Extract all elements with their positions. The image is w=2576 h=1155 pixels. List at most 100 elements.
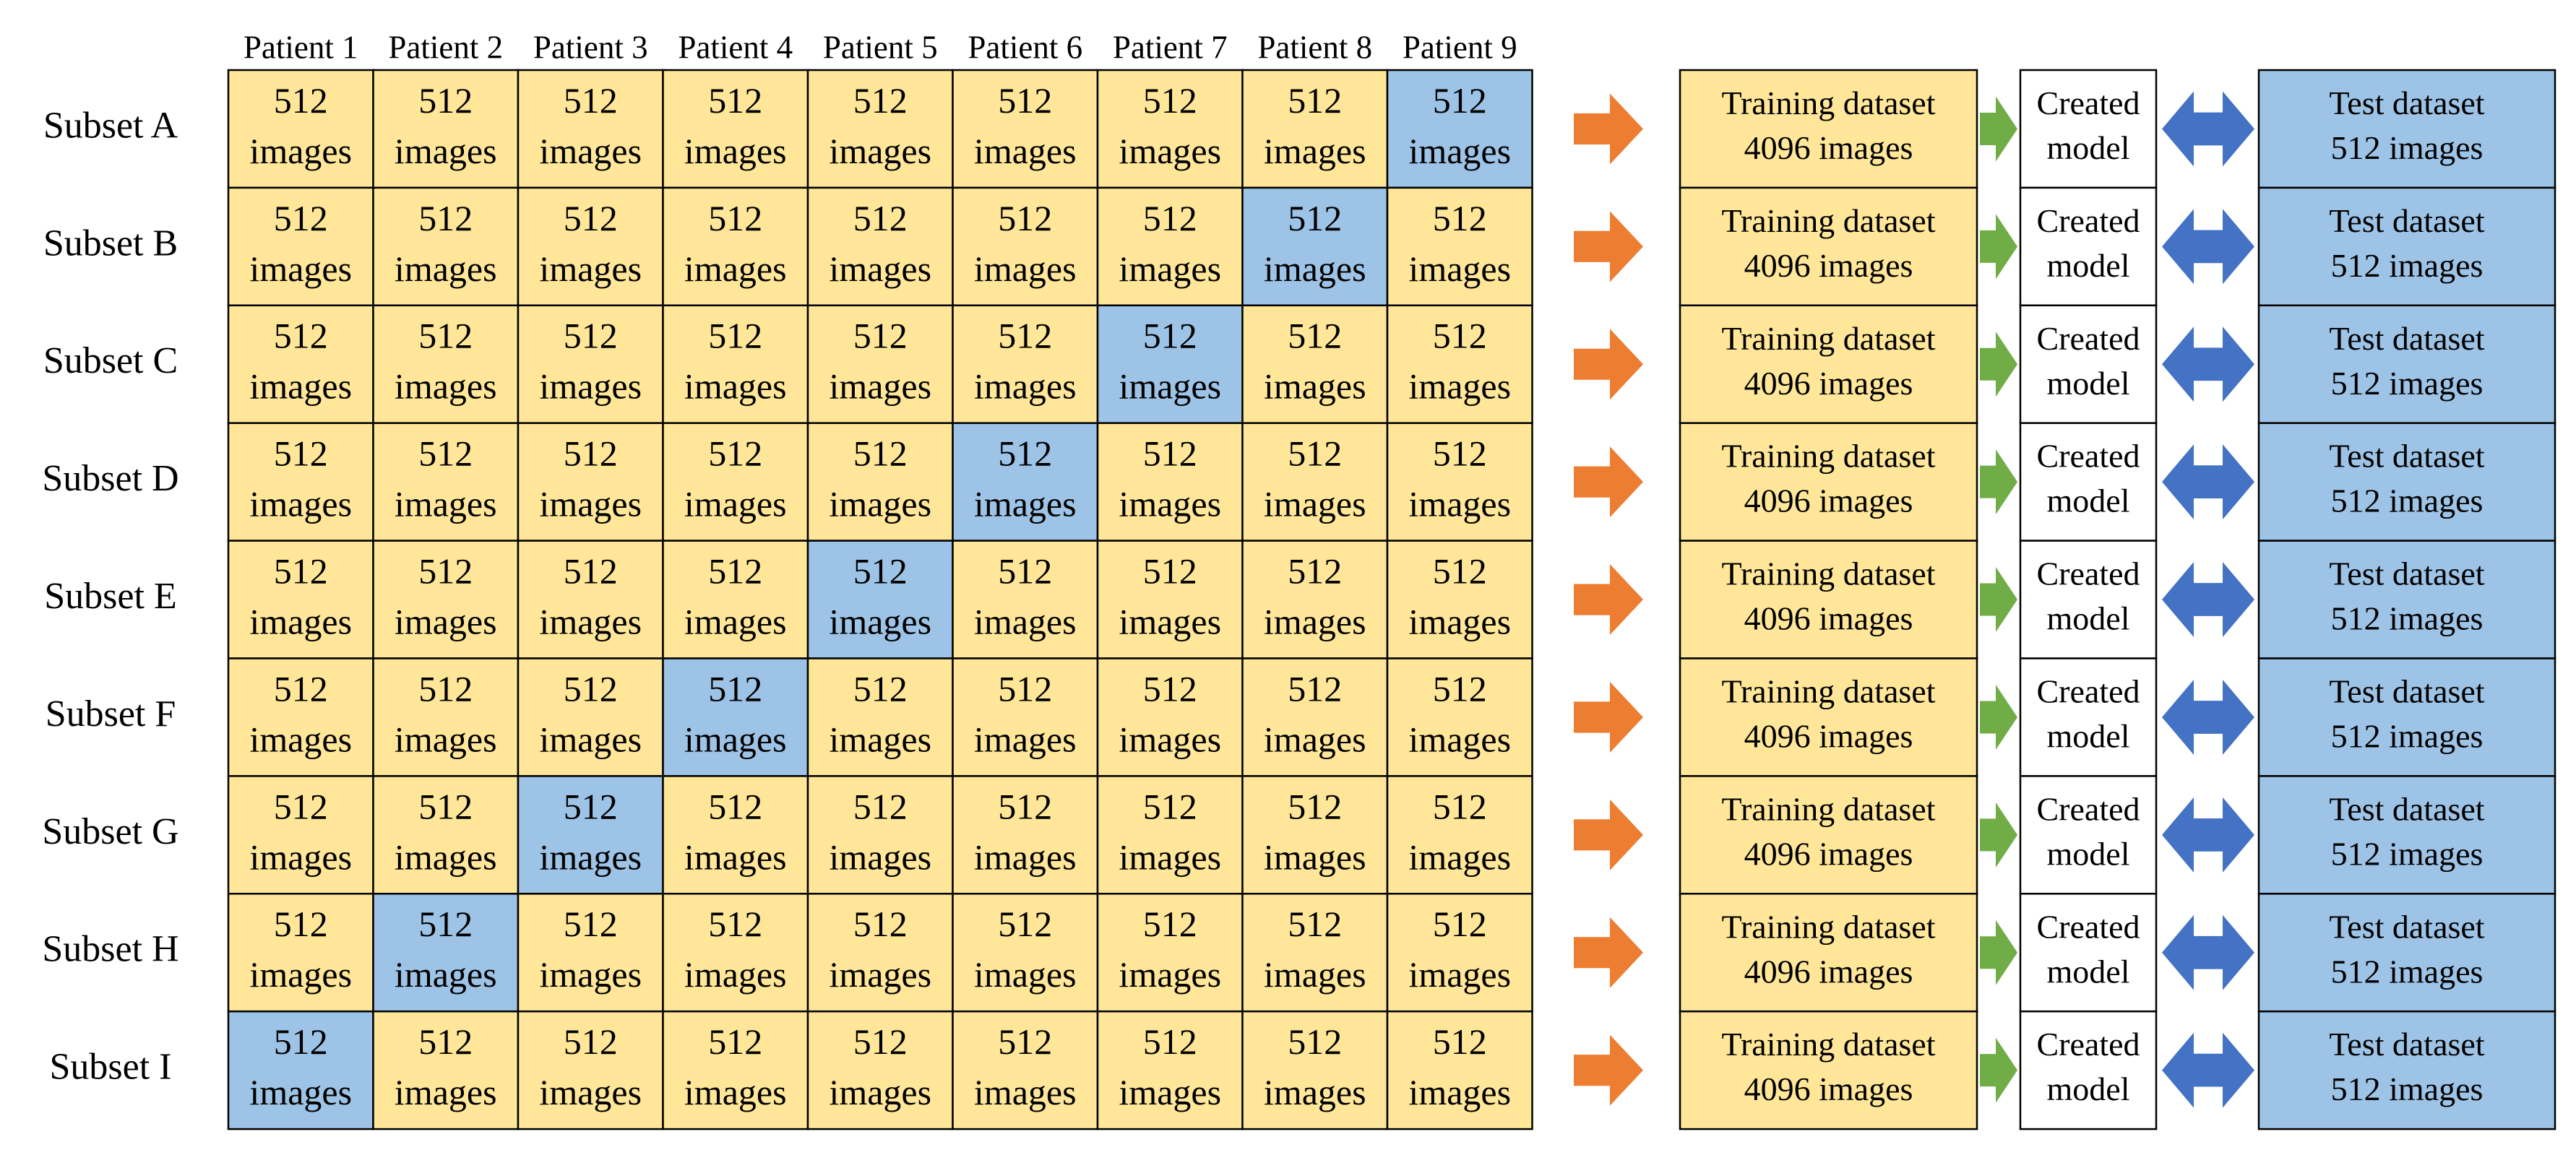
cell-count: 512: [853, 551, 908, 592]
patient-header-row: Patient 1 Patient 2 Patient 3 Patient 4 Pati…: [244, 29, 1517, 65]
cell-unit: images: [1119, 366, 1221, 407]
cell-background: [1096, 657, 1244, 777]
cell-unit: images: [395, 1072, 497, 1112]
double-arrow-icon: [2162, 562, 2254, 638]
cell-count: 512: [418, 198, 473, 238]
cell-background: [227, 1010, 374, 1130]
training-patient-cell: 512 images: [952, 186, 1099, 307]
patient-header-label: Patient 7: [1113, 29, 1228, 65]
cell-background: [227, 657, 374, 777]
cell-count: 512: [998, 786, 1052, 826]
training-patient-cell: 512 images: [952, 775, 1099, 895]
created-model-label-line2: model: [2047, 365, 2130, 402]
test-dataset-count: 512 images: [2331, 953, 2484, 990]
cell-count: 512: [998, 904, 1052, 944]
cell-unit: images: [249, 1072, 352, 1112]
cell-unit: images: [684, 719, 787, 759]
created-model-label-line2: model: [2047, 718, 2130, 755]
cell-unit: images: [684, 602, 787, 642]
training-patient-cell: 512 images: [952, 893, 1099, 1013]
training-patient-cell: 512 images: [1096, 69, 1244, 189]
cell-unit: images: [1119, 836, 1221, 877]
training-patient-cell: 512 images: [1096, 540, 1244, 659]
created-model-box: [2019, 304, 2158, 424]
patient-header-label: Patient 8: [1257, 29, 1372, 65]
cell-count: 512: [1433, 668, 1487, 709]
cell-unit: images: [974, 366, 1077, 407]
cell-unit: images: [539, 484, 642, 524]
created-model-label-line2: model: [2047, 600, 2130, 637]
cell-unit: images: [249, 836, 352, 877]
training-patient-cell: 512 images: [662, 1010, 809, 1130]
cell-background: [517, 775, 664, 895]
cell-unit: images: [974, 954, 1077, 995]
test-dataset-box: [2257, 775, 2556, 895]
cell-unit: images: [1119, 719, 1221, 759]
training-patient-cell: 512 images: [1241, 540, 1389, 659]
cell-background: [227, 304, 374, 424]
cell-unit: images: [974, 719, 1077, 759]
created-model-label-line2: model: [2047, 129, 2130, 166]
cell-unit: images: [1264, 719, 1366, 759]
training-patient-cell: 512 images: [372, 775, 520, 895]
training-patient-cell: 512 images: [227, 422, 374, 542]
cell-unit: images: [829, 1072, 931, 1112]
double-arrow-icon: [2162, 91, 2254, 167]
cell-unit: images: [1408, 366, 1511, 407]
test-dataset-count: 512 images: [2331, 718, 2484, 755]
cell-unit: images: [829, 719, 931, 759]
cell-count: 512: [708, 786, 762, 826]
training-patient-cell: 512 images: [372, 657, 520, 777]
cell-background: [227, 893, 374, 1013]
test-patient-cell: 512 images: [662, 657, 809, 777]
cell-unit: images: [1119, 1072, 1221, 1112]
test-patient-cell: 512 images: [227, 1010, 374, 1130]
double-arrow-icon: [2162, 679, 2254, 755]
cell-unit: images: [684, 1072, 787, 1112]
training-patient-cell: 512 images: [1386, 775, 1533, 895]
cell-unit: images: [395, 954, 497, 995]
orange-arrow-icon: [1574, 93, 1643, 165]
cell-count: 512: [274, 433, 328, 474]
training-dataset-box: [1679, 1010, 1978, 1130]
cell-background: [227, 69, 374, 189]
created-model-box: [2019, 422, 2158, 542]
training-dataset-label: Training dataset: [1722, 1026, 1936, 1063]
created-model-label-line1: Created: [2036, 202, 2140, 239]
training-patient-cell: 512 images: [1241, 422, 1389, 542]
cell-unit: images: [974, 131, 1077, 171]
cell-unit: images: [1264, 954, 1366, 995]
training-patient-cell: 512 images: [806, 775, 954, 895]
training-patient-cell: 512 images: [662, 186, 809, 307]
cell-count: 512: [1288, 316, 1342, 356]
cell-count: 512: [1143, 80, 1197, 121]
cell-count: 512: [708, 198, 762, 238]
training-patient-cell: 512 images: [1241, 893, 1389, 1013]
test-dataset-box: [2257, 422, 2556, 542]
training-patient-cell: 512 images: [952, 69, 1099, 189]
double-arrow-icon: [2162, 209, 2254, 285]
cell-count: 512: [1433, 551, 1487, 592]
orange-arrow-icon: [1574, 799, 1643, 870]
cell-count: 512: [1288, 198, 1342, 238]
patient-header-label: Patient 2: [388, 29, 503, 65]
cell-count: 512: [1288, 786, 1342, 826]
created-model-box: [2019, 69, 2158, 189]
training-patient-cell: 512 images: [1386, 422, 1533, 542]
cell-count: 512: [274, 668, 328, 709]
test-dataset-label: Test dataset: [2329, 202, 2484, 239]
training-patient-cell: 512 images: [806, 1010, 954, 1130]
cell-unit: images: [829, 366, 931, 407]
created-model-label-line1: Created: [2036, 908, 2140, 945]
orange-arrow-icon: [1574, 917, 1643, 988]
cell-count: 512: [853, 80, 908, 121]
cell-unit: images: [1264, 131, 1366, 171]
cell-count: 512: [1433, 433, 1487, 474]
orange-arrow-icon: [1574, 211, 1643, 282]
training-patient-cell: 512 images: [662, 69, 809, 189]
test-dataset-count: 512 images: [2331, 247, 2484, 284]
subset-label: Subset F: [46, 693, 176, 735]
cell-background: [806, 893, 954, 1013]
cell-background: [806, 186, 954, 307]
cell-background: [1386, 304, 1533, 424]
